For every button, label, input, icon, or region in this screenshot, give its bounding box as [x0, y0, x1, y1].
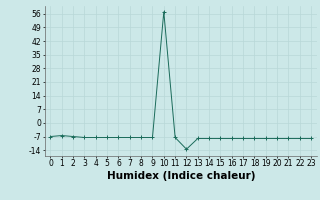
X-axis label: Humidex (Indice chaleur): Humidex (Indice chaleur)	[107, 171, 255, 181]
